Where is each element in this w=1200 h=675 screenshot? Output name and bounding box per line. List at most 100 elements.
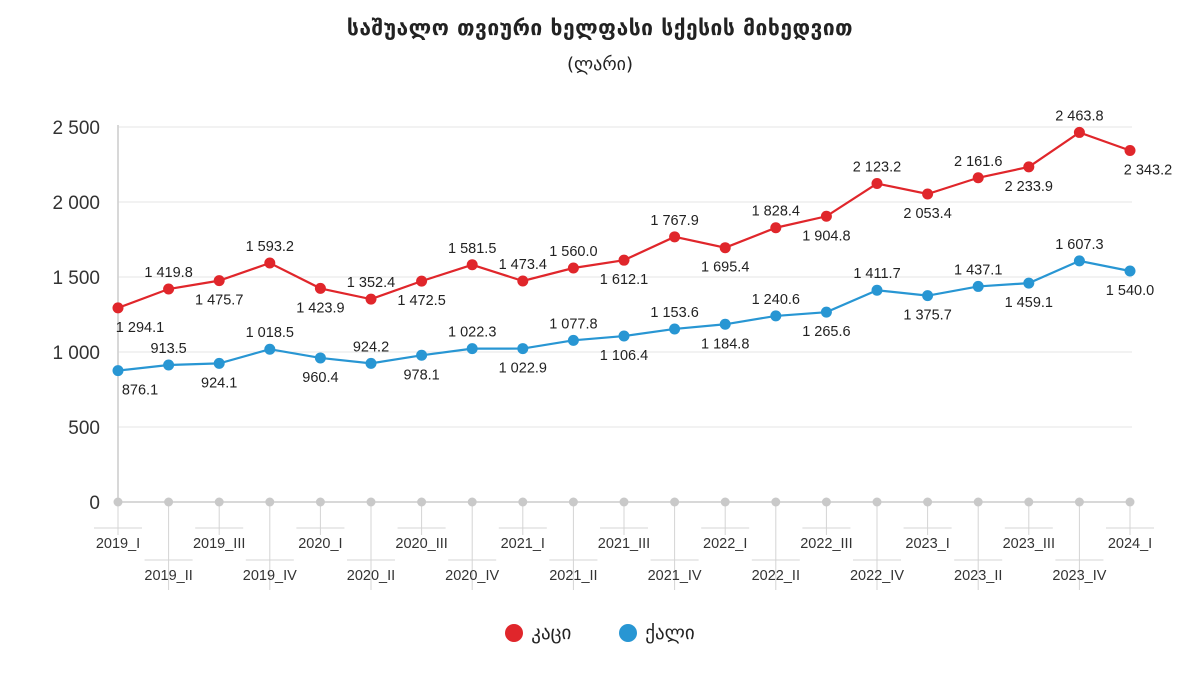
data-point-0 (517, 275, 529, 287)
x-tick-dot (771, 497, 781, 507)
x-tick-label: 2019_III (193, 536, 245, 552)
x-tick-dot (417, 497, 427, 507)
x-tick-dot (821, 497, 831, 507)
data-label-0: 1 472.5 (397, 293, 445, 309)
data-point-0 (972, 172, 984, 184)
x-tick-dot (670, 497, 680, 507)
legend-label-male: კაცი (531, 622, 572, 644)
data-point-1 (871, 284, 883, 296)
x-tick-label: 2023_III (1003, 536, 1055, 552)
x-tick-dot (113, 497, 123, 507)
x-tick-dot (872, 497, 882, 507)
y-tick-label: 2 000 (52, 193, 100, 214)
x-tick-dot (1125, 497, 1135, 507)
data-label-0: 1 581.5 (448, 241, 496, 257)
data-point-0 (567, 262, 579, 274)
data-label-0: 1 593.2 (246, 239, 294, 255)
data-label-1: 1 411.7 (853, 266, 900, 282)
data-label-1: 1 022.3 (448, 325, 496, 341)
data-point-0 (1124, 145, 1136, 157)
data-label-1: 960.4 (302, 370, 338, 386)
data-point-0 (820, 210, 832, 222)
data-label-0: 1 560.0 (549, 244, 597, 260)
legend-item-male[interactable]: კაცი (505, 622, 571, 644)
data-label-1: 1 153.6 (650, 305, 698, 321)
data-point-0 (618, 254, 630, 266)
data-label-0: 2 463.8 (1055, 108, 1103, 124)
x-tick-label: 2019_II (144, 568, 192, 584)
data-label-0: 2 123.2 (853, 160, 901, 176)
data-label-1: 1 375.7 (903, 308, 951, 324)
x-tick-dot (265, 497, 275, 507)
data-label-1: 1 437.1 (954, 262, 1002, 278)
legend-marker-male (505, 624, 524, 642)
data-point-1 (1124, 265, 1136, 277)
data-label-1: 876.1 (122, 383, 158, 399)
data-label-1: 1 265.6 (802, 324, 850, 340)
data-point-1 (618, 330, 630, 342)
x-tick-label: 2022_III (800, 536, 852, 552)
data-label-1: 1 106.4 (600, 348, 648, 364)
x-tick-label: 2021_I (501, 536, 545, 552)
x-tick-label: 2021_II (549, 568, 597, 584)
data-label-1: 1 459.1 (1005, 295, 1053, 311)
data-point-0 (1073, 126, 1085, 138)
x-tick-label: 2019_I (96, 536, 140, 552)
y-tick-label: 1 000 (52, 343, 100, 364)
data-label-1: 1 240.6 (752, 292, 800, 308)
x-tick-dot (1074, 497, 1084, 507)
data-point-0 (213, 275, 225, 287)
x-tick-dot (720, 497, 730, 507)
data-point-0 (112, 302, 124, 314)
legend-item-female[interactable]: ქალი (619, 622, 695, 644)
data-point-1 (1073, 255, 1085, 267)
data-point-0 (466, 259, 478, 271)
data-label-0: 1 473.4 (499, 257, 547, 273)
x-tick-label: 2022_IV (850, 568, 904, 584)
x-tick-dot (214, 497, 224, 507)
legend-label-female: ქალი (645, 622, 695, 644)
data-label-0: 1 423.9 (296, 300, 344, 316)
data-label-1: 1 184.8 (701, 336, 749, 352)
data-point-1 (163, 359, 175, 371)
data-label-1: 913.5 (150, 341, 186, 357)
data-label-0: 1 352.4 (347, 275, 395, 291)
x-tick-dot (366, 497, 376, 507)
x-tick-label: 2021_III (598, 536, 650, 552)
y-tick-label: 0 (89, 493, 100, 514)
data-label-0: 2 161.6 (954, 154, 1002, 170)
x-tick-label: 2024_I (1108, 536, 1152, 552)
data-label-0: 1 695.4 (701, 260, 749, 276)
data-label-1: 1 540.0 (1106, 283, 1154, 299)
chart-title: საშუალო თვიური ხელფასი სქესის მიხედვით (346, 16, 854, 40)
data-point-1 (466, 343, 478, 355)
data-point-0 (314, 282, 326, 294)
data-point-1 (112, 365, 124, 377)
x-tick-label: 2023_II (954, 568, 1002, 584)
data-label-0: 1 767.9 (650, 213, 698, 229)
x-tick-dot (164, 497, 174, 507)
y-tick-label: 1 500 (52, 268, 100, 289)
x-tick-dot (568, 497, 578, 507)
data-point-1 (669, 323, 681, 335)
legend-marker-female (619, 624, 638, 642)
data-label-0: 2 053.4 (903, 206, 951, 222)
x-tick-label: 2022_I (703, 536, 747, 552)
data-point-1 (517, 343, 529, 355)
data-point-1 (922, 290, 934, 302)
data-point-0 (365, 293, 377, 305)
data-point-1 (365, 357, 377, 369)
x-tick-dot (923, 497, 933, 507)
data-point-1 (719, 318, 731, 330)
x-tick-label: 2021_IV (648, 568, 702, 584)
data-point-0 (1023, 161, 1035, 173)
y-tick-label: 500 (68, 418, 100, 439)
x-tick-label: 2020_I (298, 536, 342, 552)
x-tick-dot (315, 497, 325, 507)
data-label-0: 2 343.2 (1124, 163, 1172, 179)
data-point-0 (770, 222, 782, 234)
data-label-1: 978.1 (403, 367, 439, 383)
data-point-1 (567, 334, 579, 346)
data-point-1 (416, 349, 428, 361)
data-label-0: 1 828.4 (752, 204, 800, 220)
